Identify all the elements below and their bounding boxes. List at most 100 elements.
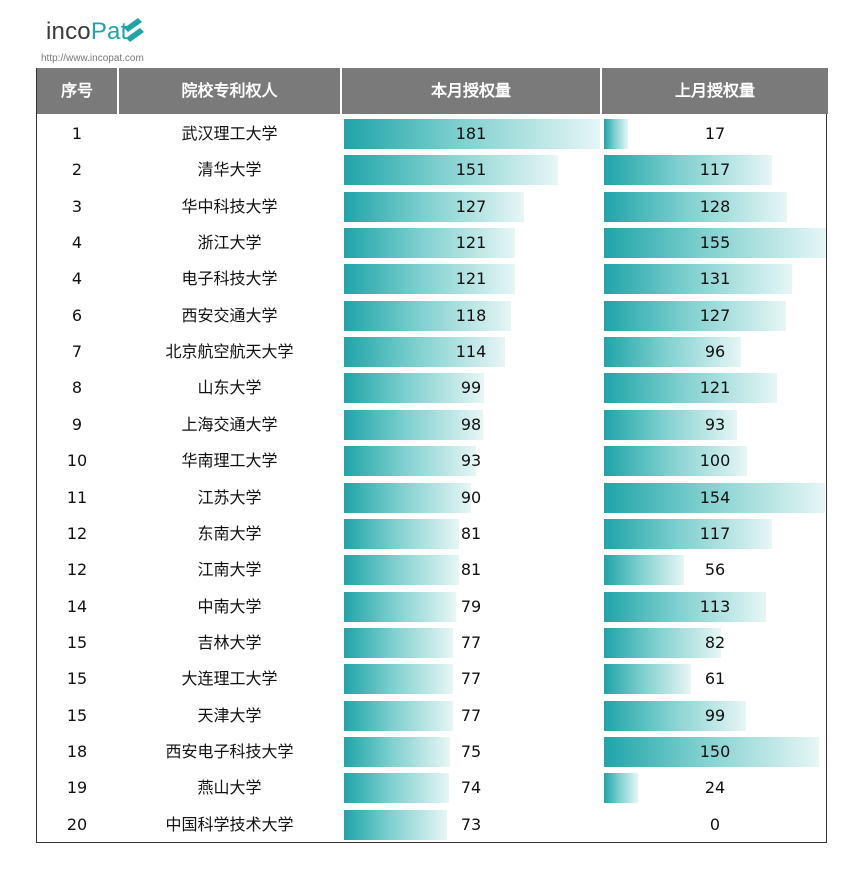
previous-month-value: 117 (699, 160, 731, 180)
current-month-value: 127 (455, 196, 487, 216)
previous-month-value: 150 (699, 741, 731, 761)
table-row: 2 清华大学 151 117 (37, 152, 828, 188)
previous-month-value: 100 (699, 451, 731, 471)
current-month-bar (344, 555, 459, 586)
table-header: 序号 院校专利权人 本月授权量 上月授权量 (37, 68, 828, 114)
previous-month-bar (604, 119, 629, 149)
previous-month-value: 113 (699, 596, 731, 616)
rank-cell: 10 (66, 451, 88, 471)
table-row: 18 西安电子科技大学 75 150 (37, 734, 828, 770)
rank-cell: 8 (71, 378, 83, 398)
previous-month-bar (604, 446, 748, 477)
previous-month-bar (604, 627, 722, 658)
current-month-bar (344, 300, 511, 331)
header-divider (600, 68, 602, 114)
previous-month-bar (604, 773, 639, 804)
previous-month-value: 96 (704, 342, 726, 362)
university-name: 武汉理工大学 (181, 124, 278, 143)
table-row: 15 天津大学 77 99 (37, 698, 828, 734)
university-name: 西安电子科技大学 (165, 741, 294, 761)
previous-month-bar (604, 191, 788, 222)
table-row: 12 江南大学 81 56 (37, 552, 828, 588)
table-row: 8 山东大学 99 121 (37, 370, 828, 406)
header-name: 院校专利权人 (181, 81, 278, 100)
previous-month-bar (604, 555, 685, 586)
university-name: 燕山大学 (197, 778, 262, 798)
current-month-value: 74 (460, 778, 482, 798)
header-previous: 上月授权量 (674, 81, 755, 100)
table-row: 11 江苏大学 90 154 (37, 480, 828, 516)
previous-month-bar (604, 518, 772, 549)
ranking-table: 序号 院校专利权人 本月授权量 上月授权量 1 武汉理工大学 181 17 2 清华大学 1… (36, 68, 828, 843)
table-row: 15 大连理工大学 77 61 (37, 661, 828, 697)
university-name: 江苏大学 (197, 487, 262, 507)
current-month-bar (344, 482, 472, 513)
header-divider (117, 68, 119, 114)
current-month-value: 93 (460, 451, 482, 471)
previous-month-value: 24 (704, 778, 726, 798)
current-month-value: 121 (455, 269, 487, 289)
university-name: 浙江大学 (197, 233, 262, 253)
previous-month-value: 154 (699, 487, 731, 507)
university-name: 北京航空航天大学 (165, 342, 294, 362)
previous-month-bar (604, 736, 819, 767)
current-month-bar (344, 809, 448, 840)
table-row: 12 东南大学 81 117 (37, 516, 828, 552)
previous-month-bar (604, 155, 772, 186)
previous-month-value: 93 (704, 414, 726, 434)
table-row: 10 华南理工大学 93 100 (37, 443, 828, 479)
current-month-bar (344, 373, 485, 404)
university-name: 吉林大学 (197, 632, 262, 652)
current-month-value: 77 (460, 632, 482, 652)
university-name: 华中科技大学 (181, 196, 278, 216)
university-name: 山东大学 (197, 378, 262, 398)
university-name: 江南大学 (197, 560, 262, 580)
previous-month-bar (604, 373, 778, 404)
previous-month-value: 155 (699, 233, 731, 253)
logo-mark-icon (124, 18, 144, 42)
university-name: 东南大学 (197, 523, 262, 543)
current-month-value: 98 (460, 414, 482, 434)
current-month-value: 121 (455, 233, 487, 253)
current-month-value: 181 (455, 124, 487, 143)
previous-month-bar (604, 700, 746, 731)
table-row: 4 电子科技大学 121 131 (37, 261, 828, 297)
previous-month-bar (604, 337, 742, 368)
current-month-bar (344, 446, 476, 477)
university-name: 华南理工大学 (181, 451, 278, 471)
rank-cell: 7 (71, 342, 83, 362)
rank-cell: 12 (66, 523, 88, 543)
current-month-bar (344, 736, 451, 767)
previous-month-bar (604, 228, 826, 259)
previous-month-value: 127 (699, 305, 731, 325)
current-month-bar (344, 228, 516, 259)
rank-cell: 11 (66, 487, 88, 507)
university-name: 大连理工大学 (181, 669, 278, 689)
table-row: 19 燕山大学 74 24 (37, 770, 828, 806)
table-row: 14 中南大学 79 113 (37, 589, 828, 625)
previous-month-bar (604, 482, 825, 513)
previous-month-value: 0 (709, 814, 721, 834)
current-month-bar (344, 264, 516, 295)
university-name: 中南大学 (197, 596, 262, 616)
previous-month-value: 82 (704, 632, 726, 652)
current-month-value: 99 (460, 378, 482, 398)
rank-cell: 18 (66, 741, 88, 761)
current-month-value: 73 (460, 814, 482, 834)
current-month-bar (344, 700, 453, 731)
rank-cell: 3 (71, 196, 83, 216)
table-row: 9 上海交通大学 98 93 (37, 407, 828, 443)
previous-month-value: 56 (704, 560, 726, 580)
current-month-value: 118 (455, 305, 487, 325)
current-month-bar (344, 627, 453, 658)
rank-cell: 15 (66, 705, 88, 725)
current-month-value: 114 (455, 342, 487, 362)
rank-cell: 14 (66, 596, 88, 616)
logo-text: incoPat (46, 18, 128, 45)
current-month-value: 79 (460, 596, 482, 616)
rank-cell: 19 (66, 778, 88, 798)
incopat-logo: incoPat (46, 18, 127, 46)
current-month-bar (344, 664, 453, 695)
university-name: 清华大学 (197, 160, 262, 180)
table-row: 7 北京航空航天大学 114 96 (37, 334, 828, 370)
